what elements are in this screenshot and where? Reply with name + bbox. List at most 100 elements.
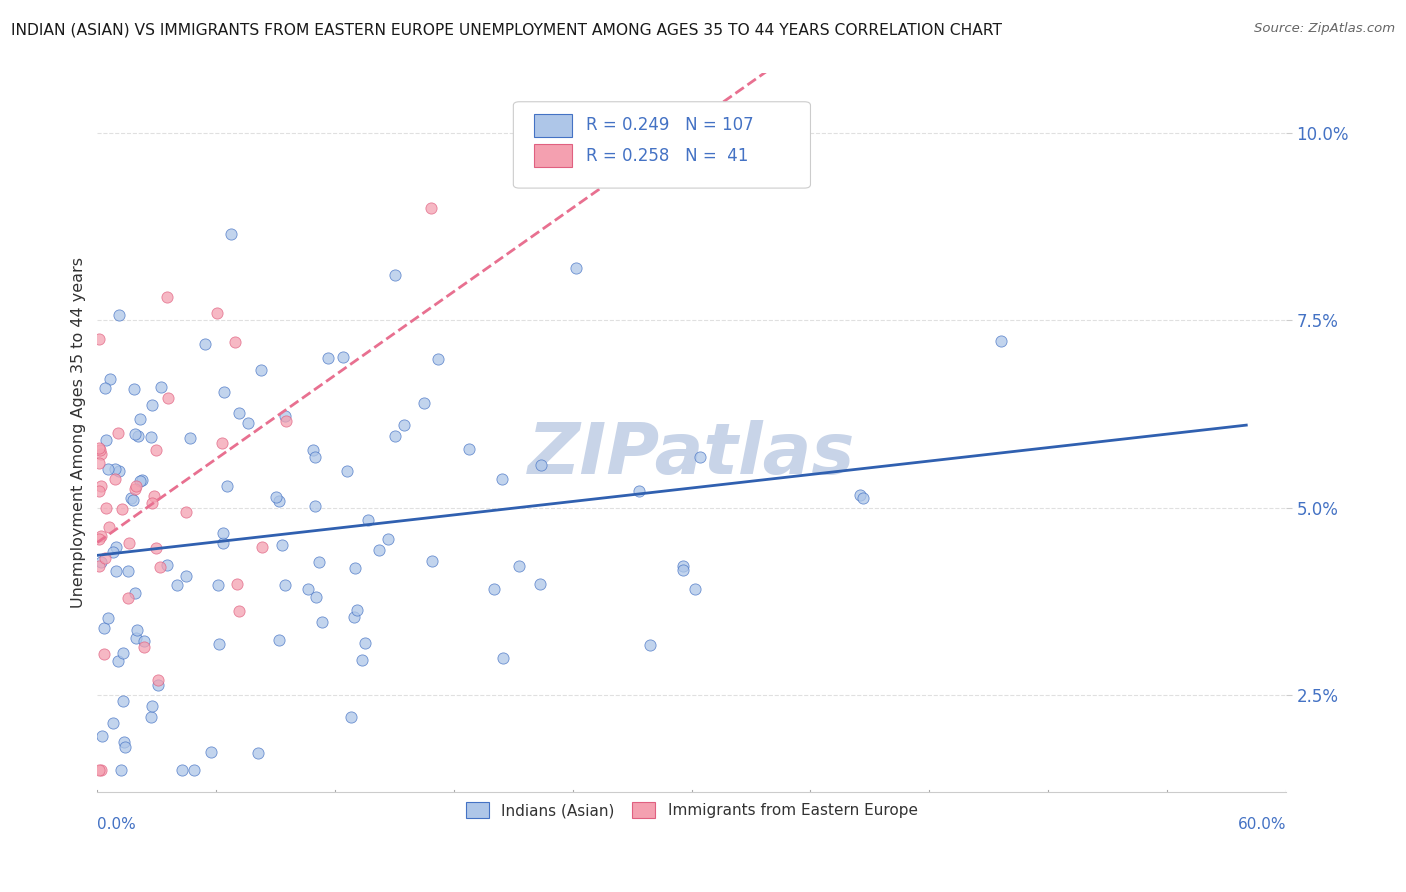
Point	[207, 578, 229, 592]
Point	[93, 622, 115, 636]
Point	[219, 227, 242, 241]
Point	[420, 554, 443, 568]
Point	[316, 351, 339, 366]
Point	[131, 474, 153, 488]
Point	[224, 334, 246, 349]
Point	[111, 646, 134, 660]
Point	[97, 462, 120, 476]
Point	[304, 450, 326, 464]
Point	[141, 398, 163, 412]
Point	[122, 382, 145, 396]
Point	[354, 635, 377, 649]
Point	[141, 699, 163, 714]
Text: R = 0.258   N =  41: R = 0.258 N = 41	[586, 146, 748, 165]
Point	[565, 261, 588, 276]
Point	[852, 491, 875, 506]
Point	[149, 380, 172, 394]
Point	[368, 543, 391, 558]
Point	[97, 611, 120, 625]
Point	[250, 541, 273, 555]
Point	[174, 569, 197, 583]
Point	[107, 464, 129, 478]
Point	[212, 525, 235, 540]
Point	[205, 305, 228, 319]
Point	[132, 640, 155, 654]
Point	[90, 555, 112, 569]
Point	[508, 558, 530, 573]
FancyBboxPatch shape	[533, 114, 572, 137]
Point	[122, 493, 145, 508]
Point	[125, 479, 148, 493]
Point	[90, 447, 112, 461]
Point	[228, 406, 250, 420]
Point	[101, 716, 124, 731]
Point	[689, 450, 711, 465]
Point	[529, 577, 551, 591]
Point	[343, 561, 366, 575]
Point	[246, 747, 269, 761]
Text: R = 0.249   N = 107: R = 0.249 N = 107	[586, 117, 754, 135]
Point	[342, 610, 364, 624]
Point	[134, 634, 156, 648]
FancyBboxPatch shape	[533, 145, 572, 167]
Point	[96, 433, 118, 447]
Point	[208, 637, 231, 651]
Point	[112, 694, 135, 708]
Point	[142, 489, 165, 503]
Point	[104, 472, 127, 486]
Point	[107, 425, 129, 440]
Point	[97, 520, 120, 534]
Point	[141, 430, 163, 444]
Point	[145, 442, 167, 457]
Point	[89, 532, 111, 546]
Point	[114, 740, 136, 755]
Point	[350, 653, 373, 667]
Point	[308, 555, 330, 569]
Point	[94, 551, 117, 566]
Point	[157, 391, 180, 405]
Point	[172, 763, 194, 777]
Text: Source: ZipAtlas.com: Source: ZipAtlas.com	[1254, 22, 1395, 36]
Point	[183, 763, 205, 777]
Point	[89, 483, 111, 498]
Point	[225, 577, 247, 591]
Point	[228, 604, 250, 618]
Point	[91, 730, 114, 744]
Point	[90, 478, 112, 492]
Point	[112, 735, 135, 749]
Point	[236, 417, 259, 431]
Point	[491, 472, 513, 486]
Point	[457, 442, 479, 456]
Point	[271, 538, 294, 552]
Point	[628, 484, 651, 499]
Point	[156, 558, 179, 572]
Point	[672, 562, 695, 576]
Point	[107, 654, 129, 668]
Point	[685, 582, 707, 596]
Point	[117, 564, 139, 578]
Point	[492, 651, 515, 665]
Point	[89, 559, 111, 574]
Point	[89, 332, 111, 346]
Point	[427, 352, 450, 367]
Point	[124, 482, 146, 496]
FancyBboxPatch shape	[513, 102, 810, 188]
Point	[98, 372, 121, 386]
Point	[297, 582, 319, 596]
Point	[110, 763, 132, 777]
Point	[146, 673, 169, 687]
Point	[118, 536, 141, 550]
Point	[89, 441, 111, 455]
Point	[139, 709, 162, 723]
Point	[377, 532, 399, 546]
Point	[117, 591, 139, 605]
Point	[249, 363, 271, 377]
Point	[419, 201, 441, 215]
Point	[990, 334, 1012, 348]
Point	[672, 558, 695, 573]
Point	[176, 505, 198, 519]
Point	[336, 464, 359, 478]
Point	[90, 529, 112, 543]
Point	[93, 381, 115, 395]
Point	[124, 586, 146, 600]
